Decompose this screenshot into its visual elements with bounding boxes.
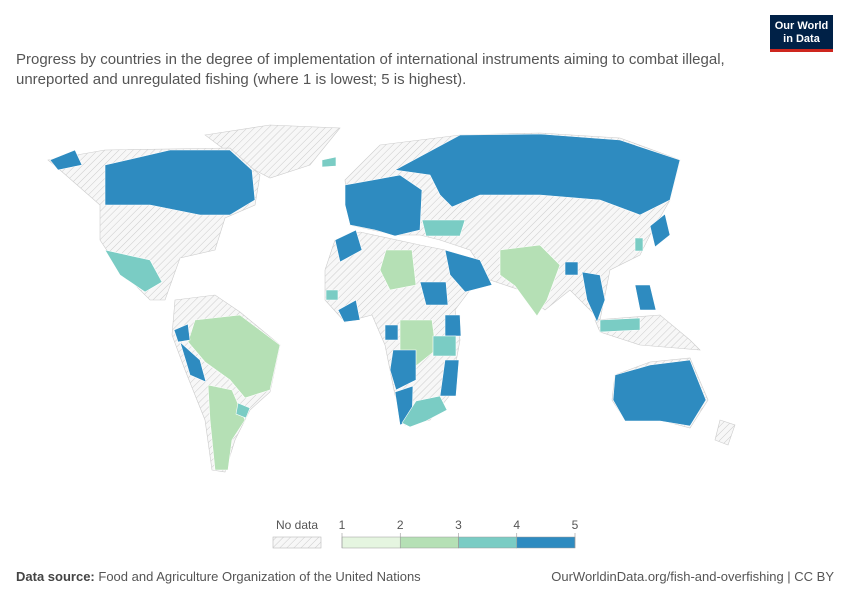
country xyxy=(325,289,339,301)
country xyxy=(634,284,657,311)
country xyxy=(187,314,281,399)
legend-swatch xyxy=(341,536,401,549)
country xyxy=(104,149,256,216)
country xyxy=(419,281,449,306)
country xyxy=(564,261,579,276)
legend-tick-label: 1 xyxy=(339,518,346,532)
country xyxy=(439,359,460,397)
country xyxy=(337,299,361,323)
country xyxy=(394,133,681,216)
country xyxy=(49,149,83,171)
source-text: Food and Agriculture Organization of the… xyxy=(98,569,421,584)
legend-tick-label: 2 xyxy=(397,518,404,532)
source-label: Data source: xyxy=(16,569,95,584)
legend-no-data-swatch xyxy=(272,536,322,549)
country xyxy=(444,314,462,337)
legend-tick-label: 5 xyxy=(572,518,579,532)
logo-line: in Data xyxy=(783,33,820,45)
map: No data 1 2 3 4 5 xyxy=(47,124,736,549)
country xyxy=(344,174,423,237)
country xyxy=(401,395,448,428)
legend-swatch xyxy=(458,536,517,549)
country xyxy=(379,249,417,291)
legend-tick-label: 3 xyxy=(455,518,462,532)
logo[interactable]: Our World in Data xyxy=(770,15,833,52)
source: Data source: Food and Agriculture Organi… xyxy=(16,569,421,584)
country xyxy=(207,384,246,471)
country xyxy=(612,359,707,427)
legend-swatch xyxy=(400,536,459,549)
country xyxy=(104,249,163,293)
legend-no-data-label: No data xyxy=(276,518,318,532)
country xyxy=(581,271,606,323)
country xyxy=(173,323,191,343)
logo-line: Our World xyxy=(774,20,829,32)
country xyxy=(389,349,417,391)
country xyxy=(432,335,457,357)
country xyxy=(599,317,641,333)
country xyxy=(179,341,207,383)
country xyxy=(384,324,399,341)
country xyxy=(649,213,671,248)
country xyxy=(634,237,644,252)
url[interactable]: OurWorldinData.org/fish-and-overfishing … xyxy=(551,569,834,584)
country xyxy=(235,402,251,419)
country xyxy=(444,249,493,293)
country xyxy=(334,229,363,263)
legend-tick-label: 4 xyxy=(513,518,520,532)
country xyxy=(499,244,561,317)
country xyxy=(321,156,337,168)
legend-swatch xyxy=(516,536,576,549)
country xyxy=(421,219,466,237)
title: Progress by countries in the degree of i… xyxy=(16,51,725,88)
